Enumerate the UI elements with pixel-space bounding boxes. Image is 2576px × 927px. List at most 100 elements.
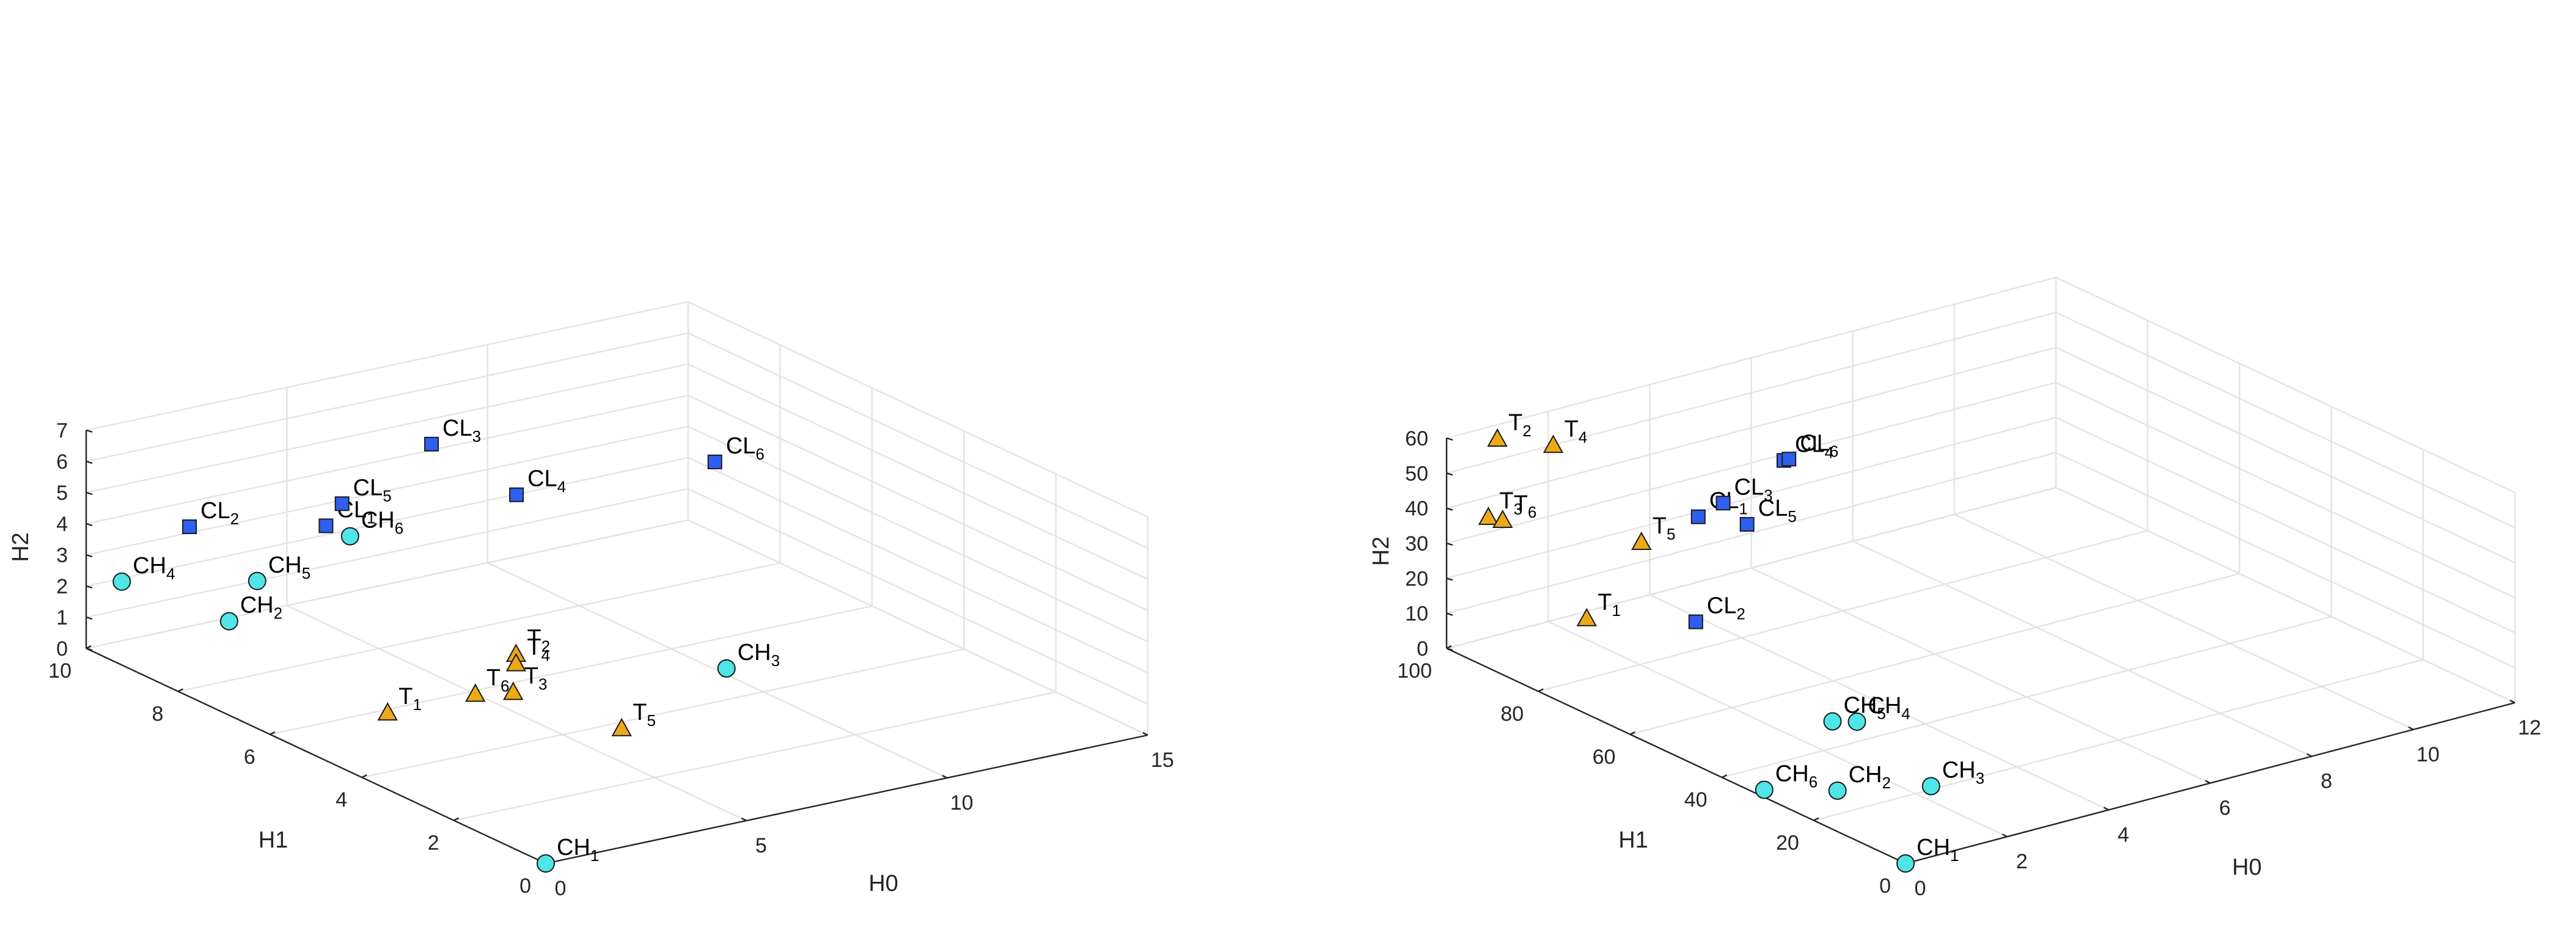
x-tick-label: 0 — [555, 877, 567, 900]
gridline — [361, 648, 964, 779]
point-label-name: CH — [1917, 835, 1950, 860]
gridline — [1538, 530, 2148, 692]
point-ch2 — [1828, 781, 1847, 800]
z-tick-mark — [86, 585, 93, 589]
gridline — [1547, 621, 2008, 838]
point-t3 — [503, 681, 524, 700]
point-label-cl4: CL4 — [1795, 431, 1833, 461]
gridline — [1446, 486, 2057, 650]
point-t6 — [1492, 509, 1513, 529]
point-label-subscript: 5 — [1667, 525, 1675, 543]
gridline — [2055, 346, 2515, 563]
z-tick-mark — [86, 554, 93, 558]
point-label-ch1: CH1 — [1917, 835, 1959, 865]
x-axis-label: H0 — [868, 871, 898, 896]
point-label-name: CL — [442, 416, 472, 441]
point-label-name: T — [398, 684, 413, 709]
point-label-name: T — [527, 635, 541, 661]
z-tick-label: 6 — [56, 450, 68, 474]
gridline — [1750, 567, 2211, 784]
point-label-name: CL — [1707, 593, 1737, 619]
gridline — [688, 488, 1148, 705]
point-label-name: CH — [557, 835, 590, 860]
point-label-subscript: 2 — [1736, 605, 1745, 623]
gridlines — [85, 301, 1149, 865]
point-label-ch4: CH4 — [1868, 693, 1910, 723]
gridline — [270, 605, 873, 735]
point-t1 — [1576, 607, 1597, 626]
gridline — [286, 604, 747, 822]
point-label-ch4: CH4 — [133, 553, 175, 583]
gridline — [2055, 417, 2515, 634]
z-tick-mark — [86, 491, 93, 496]
x-tick-label: 15 — [1151, 749, 1174, 772]
point-ch5 — [248, 571, 266, 590]
point-label-cl6: CL6 — [726, 433, 765, 463]
point-cl3 — [1715, 496, 1731, 511]
y-tick-mark — [1538, 688, 1544, 692]
gridline — [453, 691, 1056, 821]
y-tick-label: 2 — [428, 832, 439, 855]
point-label-name: CH — [1868, 693, 1901, 719]
z-axis-label: H2 — [1368, 537, 1394, 566]
gridline — [86, 301, 689, 431]
point-label-name: CH — [1942, 757, 1976, 783]
point-label-subscript: 1 — [1612, 601, 1621, 620]
y-tick-label: 100 — [1397, 659, 1432, 683]
point-label-ch5: CH5 — [268, 552, 310, 582]
point-label-cl5: CL5 — [1758, 496, 1797, 526]
point-label-cl4: CL4 — [527, 466, 566, 496]
gridline — [86, 519, 689, 650]
point-label-name: CH — [1775, 761, 1809, 786]
point-label-subscript: 6 — [1830, 442, 1838, 460]
point-label-name: CL — [726, 433, 756, 459]
point-label-subscript: 2 — [230, 510, 239, 528]
gridline — [2055, 381, 2515, 599]
y-axis-line — [1446, 647, 1906, 865]
point-label-subscript: 4 — [541, 647, 550, 665]
gridline — [178, 562, 780, 692]
z-tick-label: 0 — [1417, 637, 1428, 661]
point-label-subscript: 3 — [1514, 500, 1522, 518]
point-label-name: T — [1499, 488, 1513, 514]
point-label-subscript: 3 — [538, 675, 547, 694]
point-label-ch1: CH1 — [557, 835, 599, 865]
z-tick-mark — [86, 429, 93, 433]
gridline — [688, 301, 1148, 518]
point-label-subscript: 2 — [274, 604, 282, 623]
point-label-name: T — [527, 625, 541, 651]
point-ch1 — [537, 854, 555, 873]
point-label-name: T — [486, 665, 501, 691]
z-tick-label: 10 — [1405, 603, 1428, 626]
gridline — [86, 363, 689, 494]
point-label-ch3: CH3 — [1942, 757, 1984, 787]
point-label-name: CL — [1800, 430, 1830, 456]
y-tick-label: 8 — [152, 702, 163, 725]
point-label-cl5: CL5 — [353, 475, 392, 505]
point-cl5 — [334, 496, 350, 511]
x-tick-label: 12 — [2518, 716, 2541, 739]
point-t5 — [1631, 531, 1652, 550]
point-label-t2: T2 — [1508, 410, 1532, 440]
point-label-name: T — [1564, 416, 1578, 442]
gridline — [2055, 452, 2515, 669]
z-tick-mark — [86, 460, 93, 464]
point-t4 — [1543, 434, 1564, 453]
point-ch4 — [112, 572, 131, 591]
gridline — [1722, 616, 2332, 779]
gridline — [688, 363, 1148, 581]
point-label-subscript: 5 — [647, 711, 655, 730]
point-cl1 — [318, 518, 334, 533]
point-label-name: CH — [738, 640, 771, 665]
point-t5 — [611, 717, 632, 736]
y-tick-mark — [1722, 774, 1728, 779]
gridline — [688, 519, 1148, 736]
point-cl5 — [1739, 517, 1755, 532]
point-ch2 — [219, 612, 238, 631]
point-label-ch6: CH6 — [1775, 761, 1818, 791]
point-label-name: T — [1653, 513, 1667, 539]
point-label-t6: T6 — [1514, 491, 1537, 521]
y-tick-mark — [361, 774, 367, 779]
